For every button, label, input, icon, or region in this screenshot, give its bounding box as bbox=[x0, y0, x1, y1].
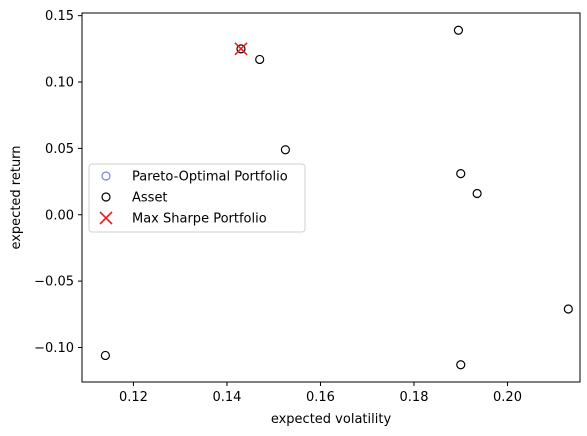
asset-point bbox=[563, 304, 573, 314]
asset-point bbox=[236, 44, 246, 54]
y-axis-label: expected return bbox=[9, 145, 24, 249]
x-tick-label: 0.18 bbox=[400, 390, 429, 405]
y-tick-label: −0.10 bbox=[34, 341, 74, 356]
legend-label: Asset bbox=[132, 191, 168, 206]
y-tick-label: 0.00 bbox=[45, 208, 74, 223]
y-tick-label: 0.05 bbox=[45, 142, 74, 157]
x-tick-label: 0.16 bbox=[306, 390, 335, 405]
legend-label: Pareto-Optimal Portfolio bbox=[132, 170, 288, 185]
legend: Pareto-Optimal Portfolio Asset Max Sharpe … bbox=[88, 163, 306, 233]
y-axis-ticks: −0.10 −0.05 0.00 0.05 0.10 0.15 bbox=[34, 9, 82, 356]
asset-point bbox=[472, 188, 482, 199]
asset-point bbox=[456, 169, 466, 179]
x-tick-label: 0.12 bbox=[119, 390, 148, 405]
asset-point bbox=[100, 350, 110, 361]
legend-label: Max Sharpe Portfolio bbox=[132, 212, 267, 227]
max-sharpe-marker bbox=[234, 42, 248, 56]
asset-point bbox=[456, 360, 466, 370]
asset-point bbox=[453, 25, 464, 35]
y-tick-label: 0.10 bbox=[45, 76, 74, 91]
y-tick-label: −0.05 bbox=[34, 275, 74, 290]
x-axis-label: expected volatility bbox=[271, 412, 392, 427]
data-points bbox=[100, 25, 573, 370]
asset-point bbox=[280, 145, 291, 155]
x-tick-label: 0.14 bbox=[212, 390, 241, 405]
y-tick-label: 0.15 bbox=[45, 9, 74, 24]
legend-marker-max-sharpe bbox=[99, 211, 113, 225]
x-axis-ticks: 0.12 0.14 0.16 0.18 0.20 bbox=[119, 382, 522, 405]
legend-marker-pareto bbox=[101, 171, 111, 181]
plot-area bbox=[81, 12, 581, 383]
x-tick-label: 0.20 bbox=[493, 390, 522, 405]
asset-point bbox=[255, 54, 265, 65]
legend-marker-asset bbox=[101, 192, 111, 202]
legend-box bbox=[88, 163, 306, 233]
